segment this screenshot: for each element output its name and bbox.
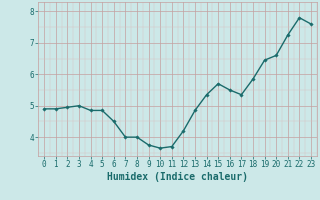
X-axis label: Humidex (Indice chaleur): Humidex (Indice chaleur) bbox=[107, 172, 248, 182]
